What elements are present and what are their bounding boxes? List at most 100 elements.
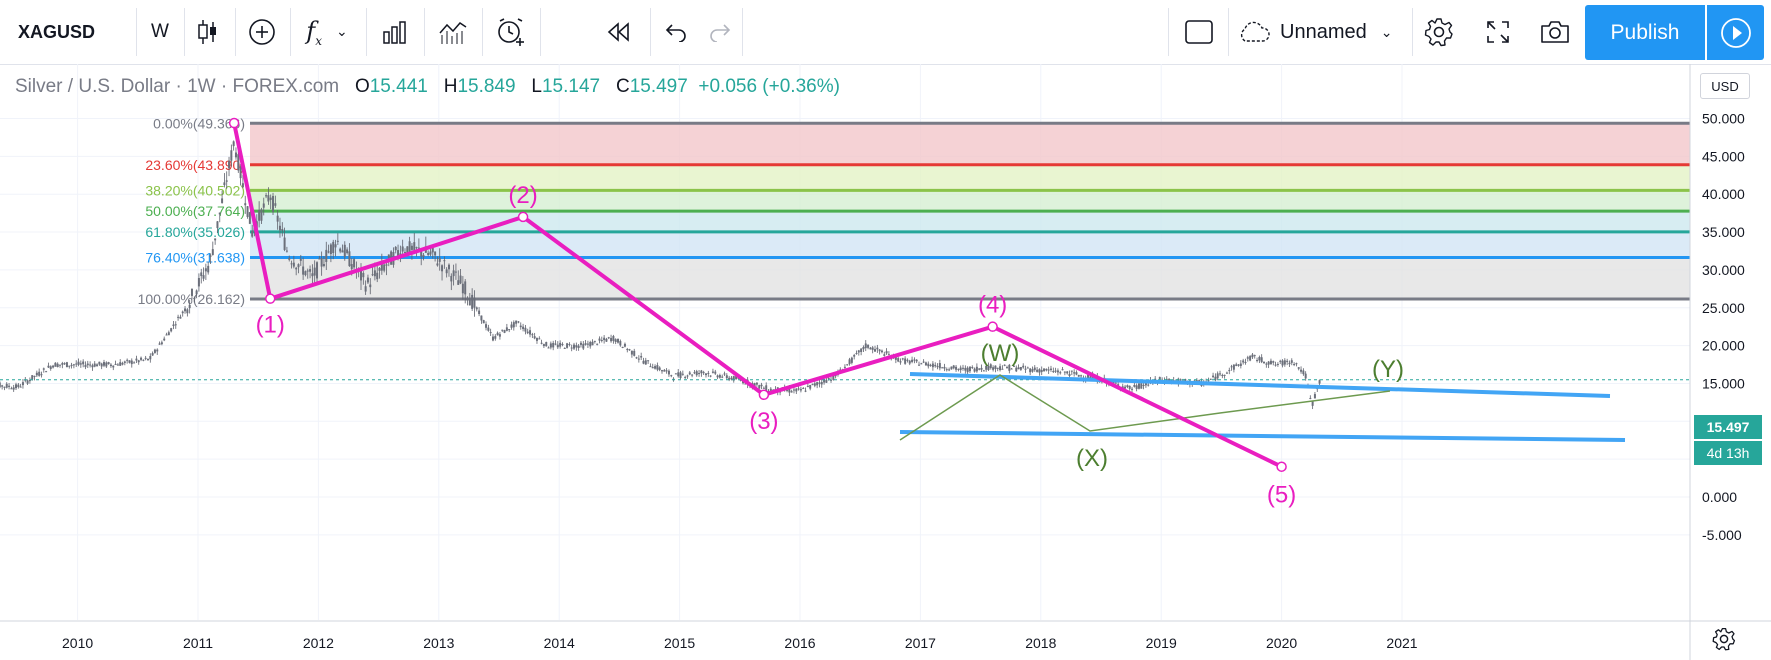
candles-icon[interactable] xyxy=(186,0,230,64)
candle-body xyxy=(1318,380,1321,384)
candle-body xyxy=(605,338,608,342)
candle-body xyxy=(149,356,152,360)
candle-body xyxy=(105,362,108,367)
candle-body xyxy=(376,272,379,280)
replay-icon[interactable] xyxy=(598,0,638,64)
compare-add-icon[interactable] xyxy=(240,0,284,64)
indicators-icon[interactable]: fx ⌄ xyxy=(306,16,348,48)
fullscreen-layout-icon[interactable] xyxy=(1176,0,1222,64)
divider xyxy=(540,8,541,56)
candle-body xyxy=(686,375,689,377)
trendlines[interactable] xyxy=(899,372,1626,442)
chart-settings-gear-icon[interactable] xyxy=(1712,627,1736,656)
candle-body xyxy=(47,365,50,368)
redo-icon[interactable] xyxy=(698,0,742,64)
candle-body xyxy=(1168,379,1171,381)
candle-body xyxy=(515,320,518,324)
candle-body xyxy=(753,383,756,388)
time-tick-label: 2020 xyxy=(1266,635,1297,651)
candle-body xyxy=(827,377,830,380)
candle-body xyxy=(755,382,758,385)
candle-body xyxy=(96,364,99,367)
wave-point[interactable] xyxy=(758,389,770,401)
price-tick-label: 25.000 xyxy=(1702,300,1745,316)
candle-body xyxy=(952,365,955,369)
candle-body xyxy=(1256,360,1259,362)
corrective-wave-wxy[interactable] xyxy=(899,374,1391,441)
candle-body xyxy=(568,343,571,345)
publish-button[interactable]: Publish xyxy=(1585,5,1705,60)
top-toolbar: XAGUSD W fx ⌄ Unnamed ⌄ xyxy=(0,0,1771,65)
candle-body xyxy=(165,334,168,336)
price-chart[interactable]: 0.00%(49.366) 23.60%(43.890) 38.20%(40.502… xyxy=(0,64,1771,660)
candle-body xyxy=(1087,374,1090,379)
wave-point[interactable] xyxy=(228,117,240,129)
candle-body xyxy=(1059,372,1062,374)
camera-icon[interactable] xyxy=(1530,0,1580,64)
candle-body xyxy=(313,267,316,276)
wave-point[interactable] xyxy=(1276,461,1287,472)
candle-body xyxy=(116,364,119,366)
candle-body xyxy=(12,387,15,390)
lower-trendline[interactable] xyxy=(899,430,1626,442)
candle-body xyxy=(540,342,543,344)
interval-button[interactable]: W xyxy=(151,21,169,42)
alert-icon[interactable] xyxy=(486,0,536,64)
impulse-wave-line[interactable] xyxy=(232,122,1283,469)
candle-body xyxy=(674,373,677,375)
candle-body xyxy=(288,257,291,260)
undo-icon[interactable] xyxy=(654,0,698,64)
upper-trendline[interactable] xyxy=(909,372,1611,398)
candle-body xyxy=(936,366,939,368)
candle-body xyxy=(512,322,515,328)
wave-point[interactable] xyxy=(517,211,529,223)
candle-body xyxy=(1054,370,1057,372)
candle-body xyxy=(1300,369,1303,372)
candle-body xyxy=(1258,356,1261,361)
candle-body xyxy=(955,366,958,370)
financials-icon[interactable] xyxy=(370,0,420,64)
templates-icon[interactable] xyxy=(428,0,478,64)
open-label: O xyxy=(354,76,370,97)
candle-body xyxy=(457,280,460,285)
candle-body xyxy=(818,382,821,384)
publish-play-icon[interactable] xyxy=(1707,5,1764,60)
candle-body xyxy=(295,267,298,270)
time-tick-label: 2010 xyxy=(62,635,93,651)
candle-body xyxy=(276,215,279,222)
candle-body xyxy=(593,340,596,342)
candle-body xyxy=(968,366,971,372)
candle-body xyxy=(299,258,302,261)
candle-body xyxy=(181,311,184,314)
candle-body xyxy=(915,359,918,362)
candle-body xyxy=(269,197,272,200)
expand-icon[interactable] xyxy=(1474,0,1522,64)
fibonacci-retracement[interactable]: 0.00%(49.366) 23.60%(43.890) 38.20%(40.502… xyxy=(138,115,1690,307)
candle-body xyxy=(193,297,196,299)
impulse-wave-12345[interactable] xyxy=(228,117,1287,472)
candle-body xyxy=(265,195,268,197)
candle-body xyxy=(802,388,805,390)
settings-gear-icon[interactable] xyxy=(1414,0,1464,64)
candle-body xyxy=(725,375,728,379)
wave-point[interactable] xyxy=(987,321,998,332)
candle-body xyxy=(167,332,170,336)
candle-body xyxy=(1066,371,1069,374)
candle-body xyxy=(1135,385,1138,389)
candle-body xyxy=(350,264,353,270)
candle-body xyxy=(1077,374,1080,377)
candle-body xyxy=(397,250,400,256)
layout-menu[interactable]: Unnamed ⌄ xyxy=(1236,0,1408,64)
symbol-search[interactable]: XAGUSD xyxy=(18,21,96,42)
wave-point[interactable] xyxy=(264,293,276,304)
candle-body xyxy=(825,379,828,383)
candle-body xyxy=(864,343,867,349)
currency-button[interactable]: USD xyxy=(1700,73,1750,99)
high-label: H xyxy=(443,76,458,97)
candle-body xyxy=(1179,379,1182,381)
divider xyxy=(366,8,367,56)
candle-body xyxy=(316,262,319,279)
wave-label: (4) xyxy=(978,292,1007,319)
candle-body xyxy=(188,304,191,309)
candle-body xyxy=(938,363,941,369)
